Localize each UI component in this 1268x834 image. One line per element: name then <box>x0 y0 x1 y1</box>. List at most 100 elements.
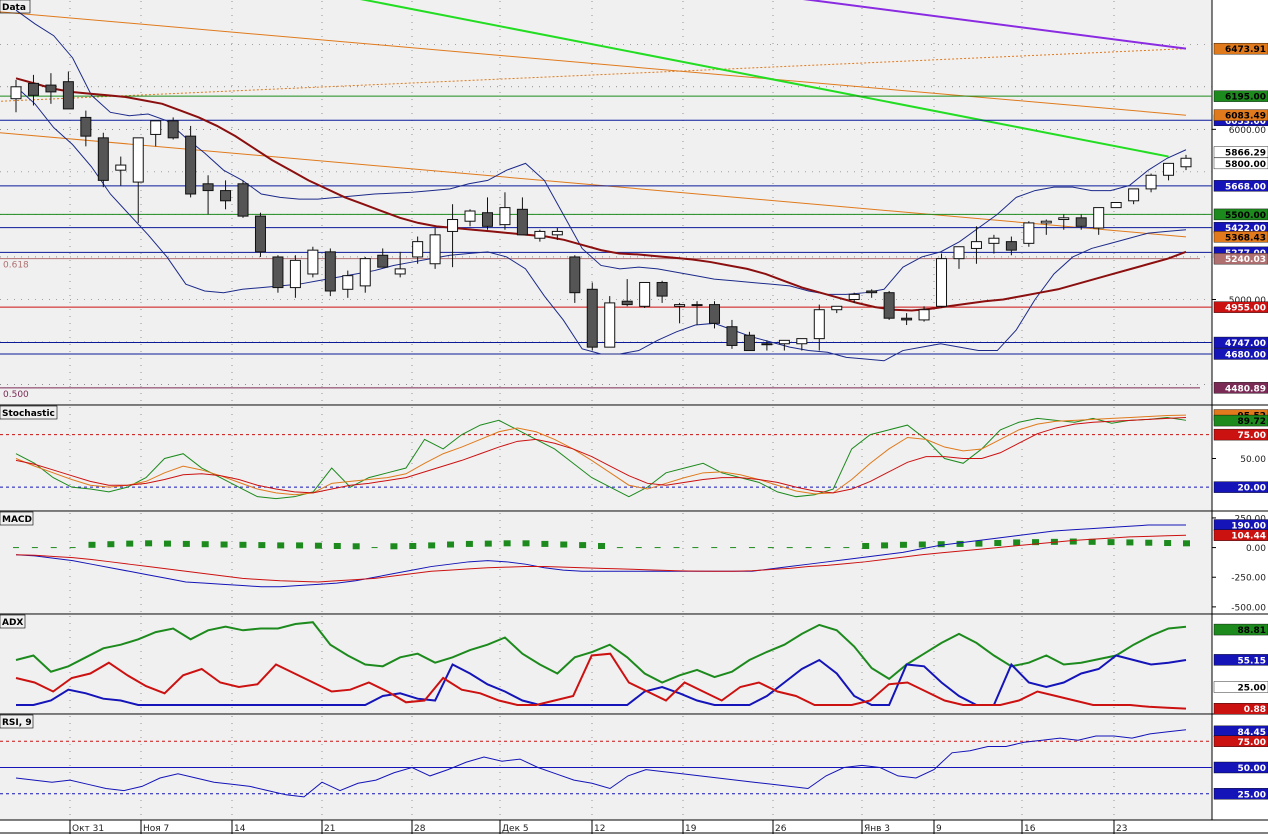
stochastic-pane <box>0 414 1212 500</box>
macd-histogram-bar <box>1013 539 1021 546</box>
date-label: Окт 31 <box>72 824 104 834</box>
candle-body <box>1093 207 1105 229</box>
stochastic-tag-box <box>1213 428 1268 441</box>
macd-histogram-bar <box>314 542 322 549</box>
candle-body <box>499 207 511 226</box>
candle-body <box>97 137 109 181</box>
candle-body <box>342 275 354 290</box>
macd-histogram-bar <box>692 547 699 549</box>
candle-body <box>45 84 57 93</box>
macd-pane-title-box <box>0 511 34 526</box>
price-axis-tick-label: 5000.00 <box>1229 296 1266 306</box>
macd-histogram-bar <box>579 542 587 549</box>
macd-histogram-bar <box>598 542 605 549</box>
macd-histogram-bar <box>560 541 568 548</box>
macd-histogram-bar <box>220 541 228 548</box>
price-extra-tag-label: 5800.00 <box>1225 160 1266 170</box>
price-level-tag-box <box>1213 336 1268 349</box>
price-extra-tag-box <box>1213 157 1268 170</box>
candle-body <box>1058 217 1070 221</box>
macd-signal-line <box>15 534 1187 583</box>
candle-body <box>185 135 197 195</box>
macd-histogram-bar <box>843 547 850 549</box>
candle-body <box>1040 220 1052 224</box>
macd-histogram-bar <box>69 547 76 549</box>
macd-histogram-bar <box>447 541 455 548</box>
candle-body <box>813 309 825 340</box>
macd-histogram-bar <box>428 542 436 549</box>
price-level-tag-label: 4747.00 <box>1225 339 1266 349</box>
candle-body <box>132 137 144 183</box>
candle-body <box>709 304 721 324</box>
candle-body <box>27 82 39 96</box>
price-level-tag-label: 4955.00 <box>1225 304 1266 314</box>
rsi-pane-title: RSI, 9 <box>2 718 32 728</box>
adx-line <box>15 621 1187 684</box>
price-level-tag-label: 4680.00 <box>1225 350 1266 360</box>
macd-histogram-bar <box>163 540 171 547</box>
candle-body <box>1180 157 1192 168</box>
candle-body <box>831 305 843 311</box>
candle-body <box>220 190 232 202</box>
price-pane: 0.618 0.500 <box>0 0 1212 400</box>
grid-layer <box>0 1 1212 819</box>
macd-histogram-bar <box>277 542 285 549</box>
adx-tag-label: 55.15 <box>1238 656 1266 666</box>
macd-histogram-bar <box>975 540 983 547</box>
macd-histogram-bar <box>371 547 378 549</box>
fib-tag-label: 5240.03 <box>1225 255 1266 265</box>
fib-level-label: 0.500 <box>3 390 29 400</box>
macd-histogram-bar <box>126 540 134 547</box>
price-level-tag-box <box>1213 208 1268 221</box>
stochastic-tag-label: 20.00 <box>1238 484 1266 494</box>
date-label: 21 <box>324 824 335 834</box>
macd-histogram-bar <box>918 541 926 548</box>
fib-tag-box <box>1213 382 1268 394</box>
macd-histogram-bar <box>1164 540 1172 547</box>
trendline <box>0 132 1187 238</box>
candle-body <box>1128 188 1140 202</box>
bollinger-lower-line <box>15 86 1187 362</box>
candle-body <box>604 302 616 348</box>
macd-histogram-bar <box>484 540 492 547</box>
candle-body <box>394 268 406 275</box>
macd-histogram-bar <box>352 543 360 550</box>
price-pane-title-box <box>0 0 31 14</box>
macd-histogram-bar <box>730 547 737 549</box>
date-label: 19 <box>685 824 697 834</box>
adx-pane-background <box>0 615 1212 714</box>
candle-body <box>1075 217 1087 227</box>
moving-average-line <box>15 77 1187 312</box>
macd-histogram-bar <box>145 540 153 547</box>
macd-histogram-bar <box>390 543 398 550</box>
macd-histogram-bar <box>1107 539 1115 546</box>
macd-histogram-bar <box>333 542 341 549</box>
macd-pane-title: MACD <box>2 515 32 525</box>
price-extra-tag-box <box>1213 42 1268 55</box>
candle-body <box>691 304 703 307</box>
macd-histogram-bar <box>182 540 190 547</box>
macd-histogram-bar <box>805 547 812 549</box>
macd-histogram-bar <box>635 547 642 549</box>
date-label: 16 <box>1024 824 1036 834</box>
adx-tag-label: 25.00 <box>1238 684 1266 694</box>
macd-histogram-bar <box>824 547 831 549</box>
macd-histogram-bar <box>1183 540 1190 547</box>
price-axis-tick-label: 6000.00 <box>1229 126 1266 136</box>
candle-body <box>743 334 755 352</box>
price-extra-tag-label: 6083.49 <box>1225 112 1266 122</box>
macd-histogram-bar <box>899 541 907 548</box>
stochastic-tag-box <box>1213 414 1268 427</box>
macd-histogram-bar <box>616 547 623 549</box>
adx-pane <box>15 621 1187 710</box>
macd-histogram-bar <box>1069 538 1077 545</box>
trendline <box>0 48 1187 102</box>
candle-body <box>307 249 319 275</box>
macd-pane-background <box>0 512 1212 614</box>
candle-body <box>1023 222 1035 244</box>
rsi-tag-label: 75.00 <box>1238 738 1266 748</box>
macd-tag-label: 104.44 <box>1231 532 1266 542</box>
candle-body <box>988 237 1000 244</box>
candle-body <box>551 230 563 236</box>
date-label: Янв 3 <box>864 824 890 834</box>
